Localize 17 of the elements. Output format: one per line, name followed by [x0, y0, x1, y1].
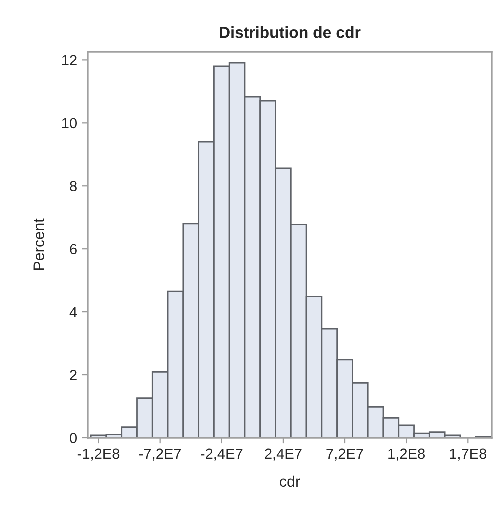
y-tick-label: 12 [62, 55, 77, 66]
y-tick-label: 6 [70, 244, 77, 255]
x-tick-label: 2,4E7 [265, 448, 302, 461]
y-tick-label: 2 [70, 370, 77, 380]
y-tick-label: 0 [70, 433, 78, 444]
x-tick-label: -7,2E7 [140, 448, 182, 461]
chart-title: Distribution de cdr [220, 26, 361, 38]
y-tick-label: 10 [62, 118, 78, 129]
x-tick-label: -1,2E8 [78, 448, 120, 461]
x-tick-label: 1,7E8 [450, 448, 487, 461]
x-tick-label: 1,2E8 [388, 448, 426, 461]
x-axis-title: cdr [280, 476, 300, 488]
x-tick-label: -2,4E7 [201, 448, 243, 461]
x-tick-label: 7,2E7 [326, 448, 364, 461]
y-tick-label: 8 [70, 181, 77, 192]
y-axis-title: Percent [34, 218, 44, 270]
y-tick-label: 4 [70, 307, 78, 318]
